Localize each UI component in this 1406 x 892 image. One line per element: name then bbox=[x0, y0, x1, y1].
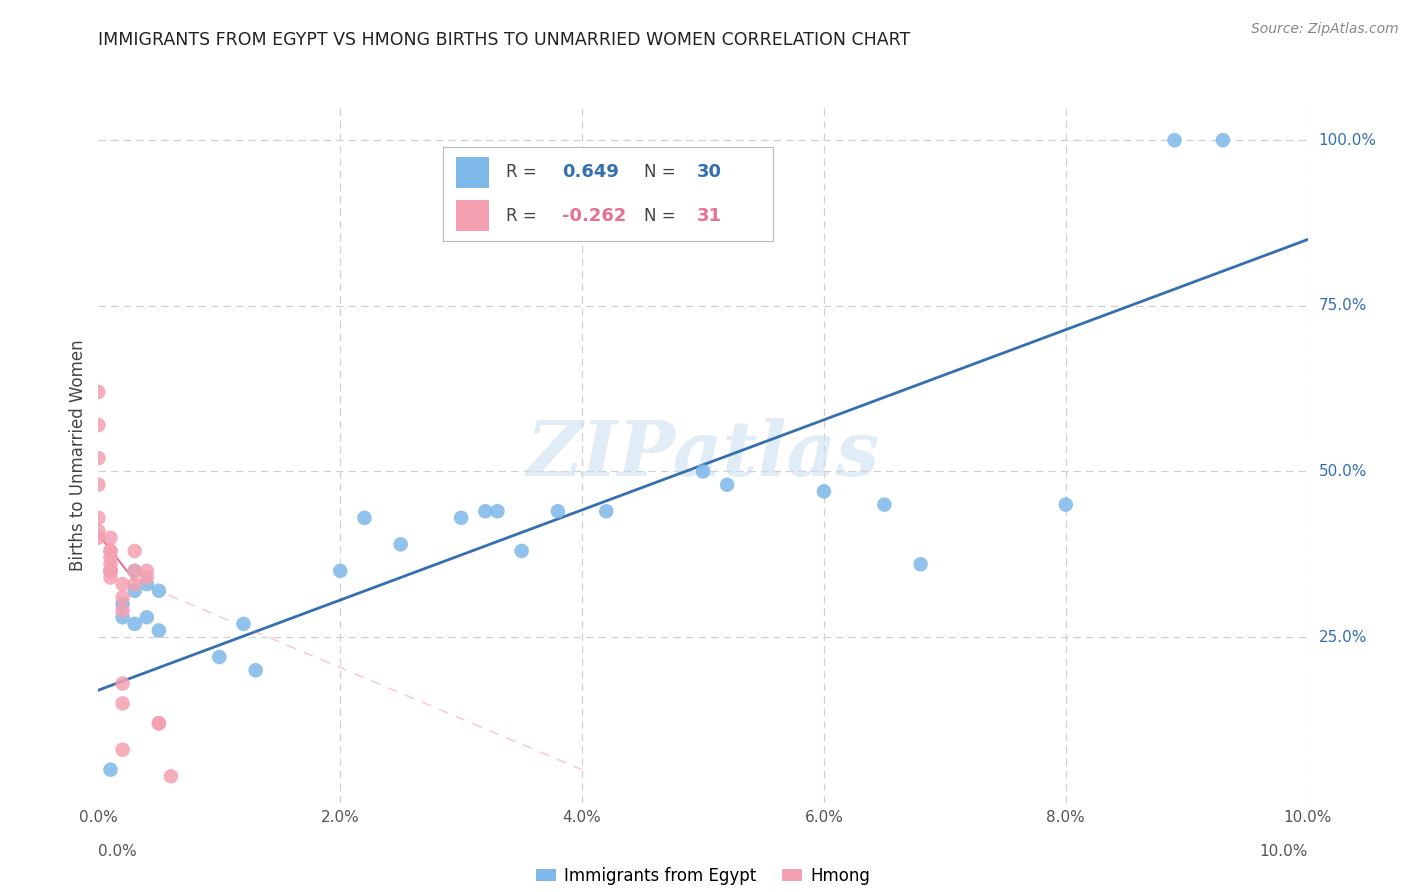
Point bbox=[148, 716, 170, 731]
Text: N =: N = bbox=[644, 207, 682, 225]
Point bbox=[100, 558, 122, 572]
Point bbox=[100, 531, 122, 545]
Text: 30: 30 bbox=[697, 163, 723, 181]
Point bbox=[716, 477, 738, 491]
Point bbox=[87, 451, 110, 466]
Point bbox=[111, 743, 134, 757]
Point bbox=[111, 610, 134, 624]
Point bbox=[124, 577, 146, 591]
Point bbox=[87, 418, 110, 433]
Point bbox=[111, 697, 134, 711]
Point bbox=[87, 531, 110, 545]
Legend: Immigrants from Egypt, Hmong: Immigrants from Egypt, Hmong bbox=[536, 867, 870, 885]
Point bbox=[124, 564, 146, 578]
Point bbox=[910, 558, 932, 572]
Text: 50.0%: 50.0% bbox=[1319, 464, 1367, 479]
Text: 100.0%: 100.0% bbox=[1319, 133, 1376, 148]
Point bbox=[135, 564, 157, 578]
Point bbox=[135, 570, 157, 584]
Point bbox=[329, 564, 352, 578]
Text: IMMIGRANTS FROM EGYPT VS HMONG BIRTHS TO UNMARRIED WOMEN CORRELATION CHART: IMMIGRANTS FROM EGYPT VS HMONG BIRTHS TO… bbox=[98, 31, 911, 49]
Text: 10.0%: 10.0% bbox=[1260, 845, 1308, 859]
Point bbox=[100, 564, 122, 578]
Point bbox=[100, 564, 122, 578]
Point bbox=[111, 676, 134, 690]
Point bbox=[100, 763, 122, 777]
Text: 0.0%: 0.0% bbox=[98, 845, 138, 859]
Point bbox=[148, 716, 170, 731]
Point bbox=[124, 544, 146, 558]
Point bbox=[148, 583, 170, 598]
Point bbox=[486, 504, 509, 518]
Point bbox=[100, 564, 122, 578]
Point bbox=[124, 564, 146, 578]
Point bbox=[595, 504, 617, 518]
Point bbox=[510, 544, 533, 558]
Point bbox=[692, 465, 714, 479]
FancyBboxPatch shape bbox=[456, 157, 489, 188]
Point bbox=[232, 616, 254, 631]
Text: 25.0%: 25.0% bbox=[1319, 630, 1367, 645]
Point bbox=[450, 511, 472, 525]
Point bbox=[100, 570, 122, 584]
Point bbox=[100, 550, 122, 565]
Point bbox=[813, 484, 835, 499]
Point bbox=[1212, 133, 1234, 147]
Y-axis label: Births to Unmarried Women: Births to Unmarried Women bbox=[69, 339, 87, 571]
Point bbox=[148, 624, 170, 638]
Point bbox=[87, 524, 110, 538]
Text: R =: R = bbox=[506, 207, 541, 225]
Point bbox=[111, 577, 134, 591]
Point bbox=[353, 511, 375, 525]
Point bbox=[111, 597, 134, 611]
Point bbox=[124, 616, 146, 631]
Text: 0.649: 0.649 bbox=[562, 163, 619, 181]
Point bbox=[87, 477, 110, 491]
Text: R =: R = bbox=[506, 163, 541, 181]
Text: Source: ZipAtlas.com: Source: ZipAtlas.com bbox=[1251, 22, 1399, 37]
FancyBboxPatch shape bbox=[456, 200, 489, 232]
Point bbox=[474, 504, 496, 518]
Text: 31: 31 bbox=[697, 207, 723, 225]
Point bbox=[100, 544, 122, 558]
Point bbox=[124, 583, 146, 598]
Text: ZIPatlas: ZIPatlas bbox=[526, 418, 880, 491]
Point bbox=[135, 610, 157, 624]
Point bbox=[873, 498, 896, 512]
Point bbox=[100, 564, 122, 578]
Text: 75.0%: 75.0% bbox=[1319, 298, 1367, 313]
Point bbox=[100, 544, 122, 558]
Point bbox=[135, 577, 157, 591]
Point bbox=[111, 604, 134, 618]
Point bbox=[1163, 133, 1185, 147]
Point bbox=[208, 650, 231, 665]
Point bbox=[547, 504, 569, 518]
Point bbox=[160, 769, 183, 783]
Text: -0.262: -0.262 bbox=[562, 207, 626, 225]
Text: N =: N = bbox=[644, 163, 682, 181]
Point bbox=[87, 511, 110, 525]
Point bbox=[245, 663, 267, 677]
Point bbox=[111, 591, 134, 605]
Point bbox=[389, 537, 412, 551]
Point bbox=[1054, 498, 1077, 512]
Point bbox=[87, 384, 110, 399]
